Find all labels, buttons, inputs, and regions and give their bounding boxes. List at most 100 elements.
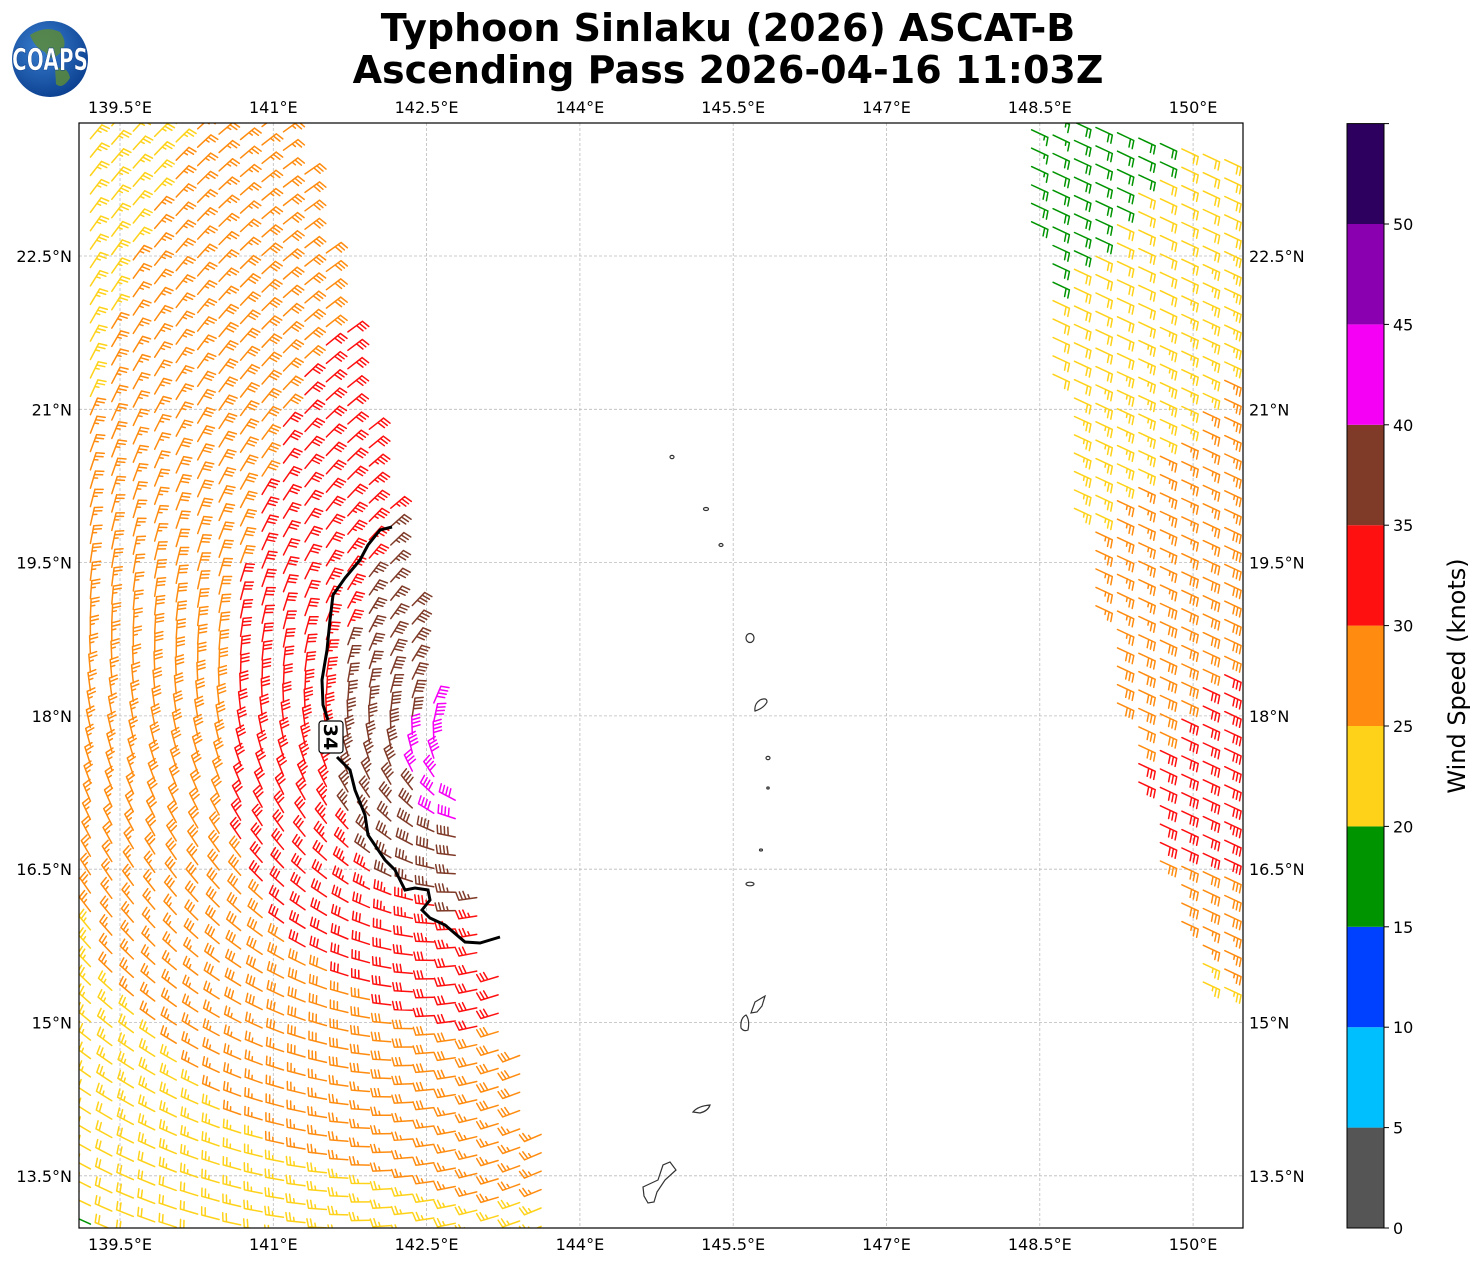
wind-barb	[111, 475, 127, 495]
wind-barb	[1202, 429, 1221, 447]
wind-barb	[1246, 367, 1262, 383]
wind-barb	[132, 353, 151, 371]
wind-barb	[1224, 637, 1242, 655]
wind-barb	[1268, 612, 1284, 628]
wind-barb	[413, 951, 435, 962]
wind-barb	[434, 883, 456, 893]
wind-barb	[1181, 736, 1199, 755]
wind-barb	[1181, 313, 1199, 331]
wind-barb	[239, 581, 255, 601]
wind-barb	[269, 865, 285, 887]
wind-barb	[368, 685, 380, 706]
wind-barb	[368, 417, 391, 430]
wind-barb	[304, 453, 325, 470]
wind-barb	[1095, 347, 1114, 365]
wind-barb	[84, 741, 94, 765]
wind-barb	[518, 1151, 542, 1161]
wind-barb	[1224, 214, 1242, 232]
wind-barb	[1202, 723, 1221, 742]
wind-barb	[104, 765, 115, 789]
wind-barb	[159, 1081, 177, 1100]
wind-barb	[368, 597, 388, 614]
wind-barb	[1181, 332, 1199, 350]
wind-barb	[89, 596, 100, 618]
wind-barb	[1268, 814, 1284, 830]
wind-barb	[351, 929, 371, 946]
wind-barb	[390, 585, 411, 601]
wind-barb	[132, 553, 146, 574]
wind-barb	[80, 834, 92, 857]
wind-barb	[196, 570, 211, 590]
wind-barb	[1246, 772, 1262, 788]
wind-barb	[1202, 374, 1221, 392]
wind-barb	[100, 858, 113, 881]
wind-barb	[158, 1212, 177, 1228]
wind-barb	[1159, 510, 1178, 528]
wind-barb	[454, 1038, 478, 1050]
wind-barb	[307, 1068, 328, 1082]
wind-barb	[175, 600, 188, 621]
wind-barb	[110, 638, 120, 660]
wind-barb	[433, 939, 456, 950]
wind-barb	[372, 898, 392, 914]
wind-barb	[261, 169, 284, 183]
wind-barb	[1095, 586, 1114, 604]
wind-barb	[99, 895, 113, 918]
wind-barb	[1268, 686, 1284, 702]
wind-barb	[1159, 437, 1178, 455]
wind-barb	[391, 1000, 414, 1011]
wind-barb	[1181, 424, 1199, 442]
wind-barb	[394, 847, 414, 864]
wind-barb	[175, 310, 196, 327]
wind-barb	[325, 241, 349, 254]
wind-barb	[1116, 555, 1135, 573]
wind-barb	[132, 335, 152, 353]
wind-barb	[1116, 242, 1135, 260]
wind-barb	[96, 1026, 113, 1047]
wind-barb	[1181, 792, 1199, 810]
wind-barb	[89, 524, 103, 545]
wind-barb	[209, 792, 221, 816]
wind-barb	[328, 1112, 349, 1124]
wind-barb	[1246, 183, 1262, 199]
wind-barb	[347, 411, 370, 425]
wind-barb	[260, 675, 271, 698]
wind-barb	[1268, 465, 1284, 481]
wind-barb	[1202, 962, 1221, 981]
wind-barb	[331, 884, 349, 903]
wind-barb	[304, 381, 326, 396]
wind-barb	[244, 1049, 263, 1066]
wind-barb	[1116, 647, 1135, 665]
wind-barb	[239, 182, 262, 196]
wind-barb	[196, 225, 218, 240]
wind-barb	[1246, 588, 1262, 604]
wind-barb	[1181, 479, 1199, 497]
wind-barb	[1181, 663, 1199, 681]
wind-barb	[1181, 166, 1199, 184]
wind-barb	[1116, 500, 1135, 518]
wind-barb	[1095, 457, 1114, 476]
wind-barb	[287, 967, 306, 985]
wind-barb	[1073, 139, 1092, 157]
wind-barb	[111, 257, 131, 274]
wind-barb	[347, 662, 360, 683]
wind-barb	[252, 784, 264, 808]
wind-barb	[1202, 300, 1221, 318]
wind-barb	[201, 1074, 220, 1092]
wind-barb	[1116, 132, 1135, 150]
wind-barb	[1159, 529, 1178, 547]
wind-barb	[1224, 453, 1242, 471]
wind-barb	[132, 372, 151, 390]
wind-barb	[153, 648, 163, 671]
wind-barb	[111, 439, 128, 458]
title-line-1: Typhoon Sinlaku (2026) ASCAT-B	[380, 6, 1076, 50]
wind-barb	[239, 634, 252, 656]
wind-barb	[203, 961, 220, 982]
wind-barb	[437, 804, 456, 820]
wind-barb	[175, 401, 194, 419]
wind-barb	[239, 526, 257, 545]
wind-barb	[175, 219, 197, 235]
wind-barb	[1073, 158, 1092, 176]
wind-barb	[1095, 218, 1114, 236]
wind-barb	[218, 593, 232, 614]
